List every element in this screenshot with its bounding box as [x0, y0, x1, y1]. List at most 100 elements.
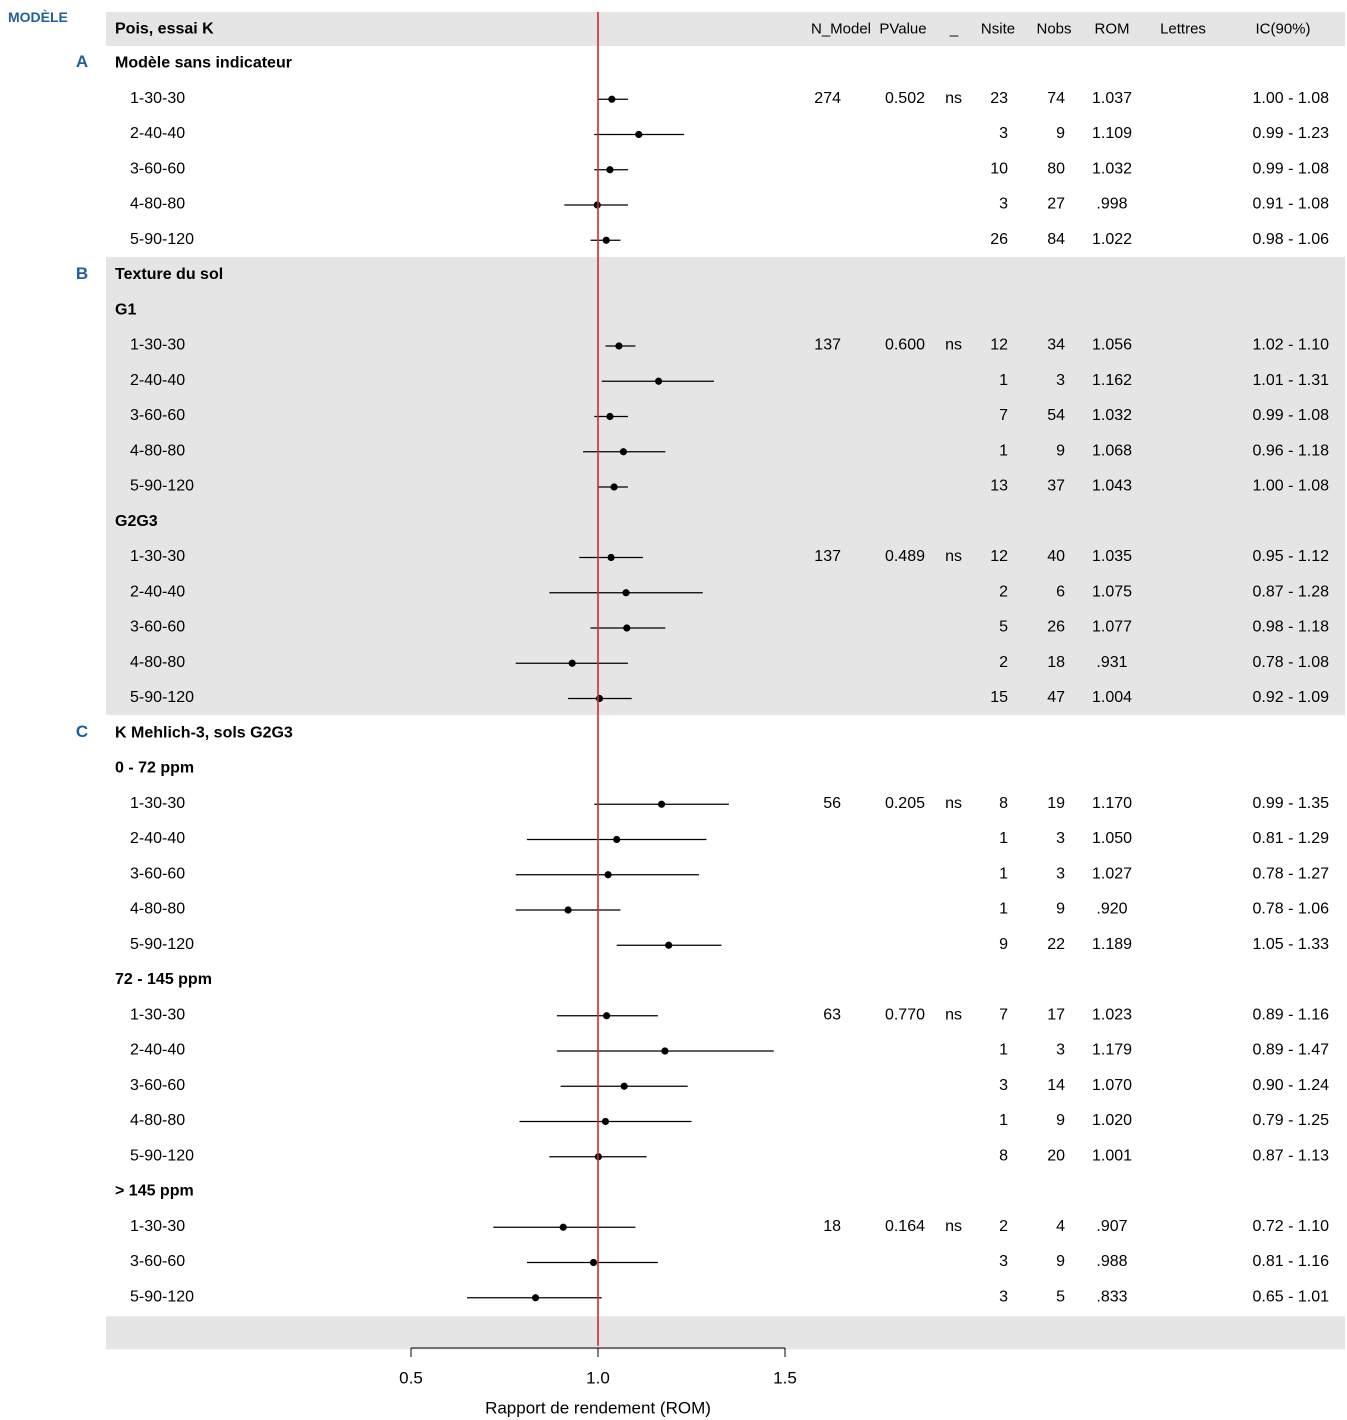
cell-nsite: 7 [999, 407, 1008, 424]
cell-ic: 1.02 - 1.10 [1253, 337, 1330, 354]
cell-rom: 1.032 [1092, 160, 1132, 177]
group-label: G1 [115, 301, 136, 318]
cell-ic: 0.89 - 1.47 [1253, 1042, 1330, 1059]
cell-ic: 1.00 - 1.08 [1253, 90, 1330, 107]
cell-nobs: 27 [1047, 196, 1065, 213]
cell-ic: 0.99 - 1.35 [1253, 795, 1330, 812]
row-label: 2-40-40 [130, 372, 185, 389]
point-estimate [603, 1012, 611, 1020]
row-label: 3-60-60 [130, 407, 185, 424]
group-label: 0 - 72 ppm [115, 760, 194, 777]
point-estimate [608, 95, 616, 103]
cell-rom: 1.035 [1092, 548, 1132, 565]
cell-rom: 1.001 [1092, 1147, 1132, 1164]
cell-nsite: 2 [999, 583, 1008, 600]
cell-n-model: 63 [823, 1006, 841, 1023]
cell-ic: 0.99 - 1.08 [1253, 407, 1330, 424]
x-tick-label: 0.5 [399, 1369, 423, 1388]
point-estimate [657, 800, 666, 808]
cell-nobs: 9 [1056, 442, 1065, 459]
cell-nobs: 47 [1047, 689, 1065, 706]
point-estimate [610, 483, 618, 491]
cell-rom: 1.037 [1092, 90, 1132, 107]
cell-rom: 1.170 [1092, 795, 1132, 812]
cell-ic: 0.95 - 1.12 [1253, 548, 1330, 565]
row-label: 3-60-60 [130, 865, 185, 882]
cell-nobs: 9 [1056, 1253, 1065, 1270]
cell-nsite: 3 [999, 1288, 1008, 1305]
row-label: 1-30-30 [130, 548, 185, 565]
cell-nobs: 26 [1047, 619, 1065, 636]
cell-ic: 0.98 - 1.18 [1253, 619, 1330, 636]
row-label: 5-90-120 [130, 936, 194, 953]
cell-nobs: 37 [1047, 478, 1065, 495]
cell-sig: ns [945, 1218, 962, 1235]
point-estimate [622, 589, 630, 597]
cell-nobs: 3 [1056, 865, 1065, 882]
cell-rom: .931 [1096, 654, 1127, 671]
group-label: 72 - 145 ppm [115, 971, 212, 988]
cell-sig: ns [945, 795, 962, 812]
cell-nobs: 80 [1047, 160, 1065, 177]
point-estimate [607, 553, 615, 562]
cell-nobs: 5 [1056, 1288, 1065, 1305]
row-label: 4-80-80 [130, 901, 185, 918]
point-estimate [635, 130, 643, 139]
row-label: 5-90-120 [130, 231, 194, 248]
row-label: 3-60-60 [130, 619, 185, 636]
cell-sig: ns [945, 337, 962, 354]
panel-letter-c: C [75, 721, 89, 741]
column-header: N_Model [811, 21, 871, 38]
cell-nobs: 6 [1056, 583, 1065, 600]
cell-nsite: 8 [999, 1147, 1008, 1164]
cell-rom: 1.056 [1092, 337, 1132, 354]
cell-nsite: 9 [999, 936, 1008, 953]
row-label: 2-40-40 [130, 125, 185, 142]
cell-rom: 1.032 [1092, 407, 1132, 424]
cell-nobs: 40 [1047, 548, 1065, 565]
cell-sig: ns [945, 548, 962, 565]
cell-rom: 1.189 [1092, 936, 1132, 953]
cell-nobs: 4 [1056, 1218, 1065, 1235]
point-estimate [665, 941, 673, 949]
cell-nsite: 8 [999, 795, 1008, 812]
point-estimate [589, 1258, 598, 1267]
cell-rom: 1.070 [1092, 1077, 1132, 1094]
row-label: 5-90-120 [130, 478, 194, 495]
cell-nobs: 3 [1056, 1042, 1065, 1059]
row-label: 3-60-60 [130, 160, 185, 177]
row-label: 2-40-40 [130, 830, 185, 847]
cell-rom: 1.109 [1092, 125, 1132, 142]
row-label: 1-30-30 [130, 1218, 185, 1235]
cell-pvalue: 0.489 [885, 548, 925, 565]
cell-ic: 0.87 - 1.13 [1253, 1147, 1330, 1164]
cell-ic: 0.81 - 1.16 [1253, 1253, 1330, 1270]
cell-nobs: 18 [1047, 654, 1065, 671]
point-estimate [595, 694, 604, 703]
cell-rom: 1.027 [1092, 865, 1132, 882]
point-estimate [613, 835, 621, 844]
cell-pvalue: 0.502 [885, 90, 925, 107]
cell-rom: .920 [1096, 901, 1127, 918]
row-label: 1-30-30 [130, 337, 185, 354]
cell-rom: 1.022 [1092, 231, 1132, 248]
cell-nsite: 7 [999, 1006, 1008, 1023]
column-header: Lettres [1160, 21, 1206, 38]
row-label: 4-80-80 [130, 1112, 185, 1129]
cell-ic: 0.96 - 1.18 [1253, 442, 1330, 459]
cell-nobs: 19 [1047, 795, 1065, 812]
point-estimate [615, 342, 623, 350]
header-label: Pois, essai K [115, 21, 214, 38]
cell-nobs: 3 [1056, 372, 1065, 389]
cell-ic: 0.72 - 1.10 [1253, 1218, 1330, 1235]
cell-rom: 1.075 [1092, 583, 1132, 600]
cell-rom: 1.050 [1092, 830, 1132, 847]
cell-ic: 0.81 - 1.29 [1253, 830, 1330, 847]
cell-nsite: 3 [999, 1077, 1008, 1094]
cell-rom: 1.179 [1092, 1042, 1132, 1059]
cell-n-model: 137 [814, 337, 841, 354]
cell-nsite: 3 [999, 125, 1008, 142]
cell-ic: 1.01 - 1.31 [1253, 372, 1330, 389]
cell-nsite: 3 [999, 196, 1008, 213]
